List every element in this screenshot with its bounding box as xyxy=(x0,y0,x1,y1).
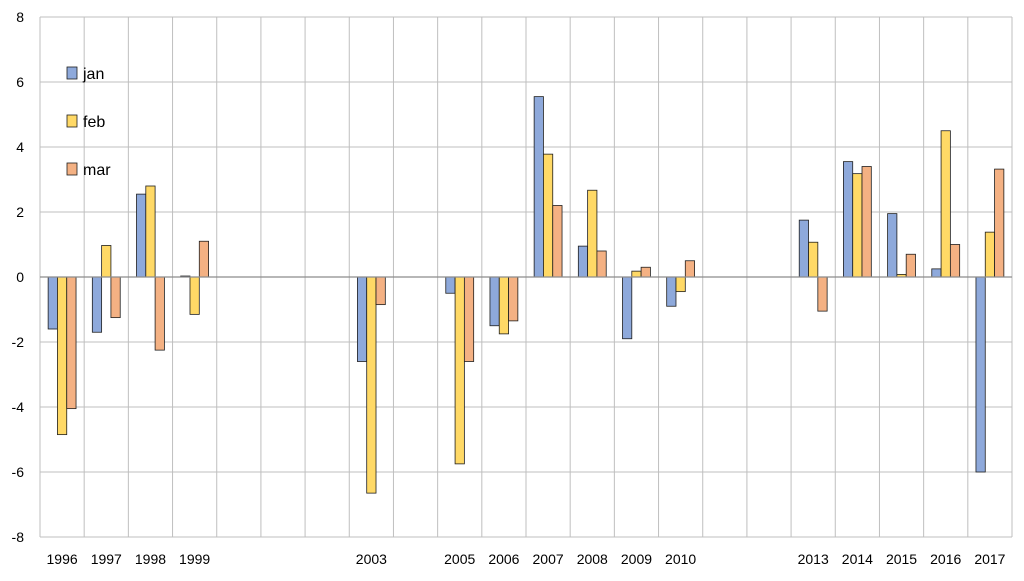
bars xyxy=(47,96,1005,494)
bar-feb-2003 xyxy=(366,276,377,494)
bar-feb-2008 xyxy=(587,189,598,278)
y-tick-label: 2 xyxy=(16,204,24,220)
bar-mar-1997 xyxy=(110,276,121,319)
bar-feb-2017 xyxy=(984,231,995,278)
x-tick-label: 2003 xyxy=(356,551,387,567)
legend-label-jan: jan xyxy=(82,66,104,83)
bar-jan-2003 xyxy=(357,276,368,362)
x-tick-label: 2007 xyxy=(533,551,564,567)
bar-jan-1996 xyxy=(47,276,58,330)
bar-jan-2005 xyxy=(445,276,456,294)
x-tick-label: 2009 xyxy=(621,551,652,567)
bar-feb-2010 xyxy=(675,276,686,293)
bar-jan-2015 xyxy=(887,213,898,278)
bar-feb-1996 xyxy=(57,276,68,436)
legend: jan feb mar xyxy=(66,66,111,179)
bar-mar-2009 xyxy=(640,266,651,278)
legend-swatch-jan xyxy=(66,66,78,80)
bar-mar-2010 xyxy=(684,260,695,278)
y-tick-label: -8 xyxy=(12,529,25,545)
bar-jan-2009 xyxy=(622,276,633,340)
x-tick-label: 2017 xyxy=(974,551,1005,567)
x-tick-label: 2008 xyxy=(577,551,608,567)
x-tick-label: 2005 xyxy=(444,551,475,567)
bar-mar-2013 xyxy=(817,276,828,312)
bar-mar-2006 xyxy=(508,276,519,322)
x-tick-label: 2006 xyxy=(488,551,519,567)
bar-feb-1998 xyxy=(145,185,156,278)
bar-feb-2014 xyxy=(852,173,863,278)
bar-feb-2013 xyxy=(808,241,819,278)
bar-mar-2003 xyxy=(375,276,386,306)
x-tick-label: 2016 xyxy=(930,551,961,567)
bar-feb-2016 xyxy=(940,130,951,278)
bar-mar-1996 xyxy=(66,276,77,410)
x-tick-label: 1999 xyxy=(179,551,210,567)
bar-feb-1997 xyxy=(101,245,112,278)
y-tick-label: 4 xyxy=(16,139,24,155)
bar-feb-2009 xyxy=(631,270,642,278)
bar-mar-2016 xyxy=(949,244,961,278)
y-tick-label: -2 xyxy=(12,334,25,350)
bar-mar-1999 xyxy=(198,240,209,278)
bar-mar-2007 xyxy=(552,205,563,278)
y-tick-label: 6 xyxy=(16,74,24,90)
bar-jan-2017 xyxy=(975,276,986,473)
y-tick-label: 8 xyxy=(16,9,24,25)
y-axis-ticks: 8 6 4 2 0 -2 -4 -6 -8 xyxy=(12,9,25,545)
bar-jan-2016 xyxy=(931,268,942,278)
bar-jan-2010 xyxy=(666,276,677,307)
x-tick-label: 1998 xyxy=(135,551,166,567)
y-tick-label: -6 xyxy=(12,464,25,480)
legend-label-mar: mar xyxy=(83,162,111,179)
bar-feb-1999 xyxy=(189,276,200,315)
bar-jan-2013 xyxy=(798,219,809,278)
bar-jan-2014 xyxy=(843,161,854,278)
y-tick-label: -4 xyxy=(12,399,25,415)
x-tick-label: 2010 xyxy=(665,551,696,567)
x-tick-label: 2015 xyxy=(886,551,917,567)
x-axis-ticks: 1996 1997 1998 1999 2003 2005 2006 2007 2008 2009… xyxy=(47,551,1006,567)
bar-feb-2006 xyxy=(498,276,509,335)
bar-jan-1997 xyxy=(91,276,103,333)
bar-jan-2008 xyxy=(577,245,589,278)
bar-feb-2005 xyxy=(454,276,465,465)
legend-swatch-mar xyxy=(66,162,78,176)
x-tick-label: 1997 xyxy=(91,551,122,567)
x-tick-label: 2013 xyxy=(798,551,829,567)
legend-label-feb: feb xyxy=(83,114,105,131)
bar-jan-1998 xyxy=(136,193,147,278)
bar-mar-1998 xyxy=(154,276,165,351)
bar-mar-2015 xyxy=(905,253,916,278)
x-tick-label: 2014 xyxy=(842,551,873,567)
y-tick-label: 0 xyxy=(16,269,24,285)
bar-mar-2005 xyxy=(463,276,475,362)
bar-jan-2007 xyxy=(533,96,544,278)
x-tick-label: 1996 xyxy=(47,551,78,567)
bar-mar-2014 xyxy=(861,166,872,278)
legend-swatch-feb xyxy=(66,114,78,128)
bar-mar-2008 xyxy=(596,250,607,278)
bar-feb-2007 xyxy=(543,153,554,278)
bar-mar-2017 xyxy=(994,168,1005,278)
bar-jan-2006 xyxy=(489,276,500,327)
